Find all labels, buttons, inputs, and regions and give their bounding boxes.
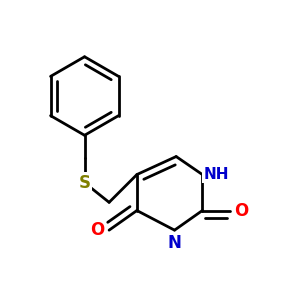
Text: N: N [168,234,182,252]
Text: O: O [91,221,105,239]
Text: NH: NH [203,167,229,182]
Text: S: S [79,174,91,192]
Text: O: O [235,202,249,220]
